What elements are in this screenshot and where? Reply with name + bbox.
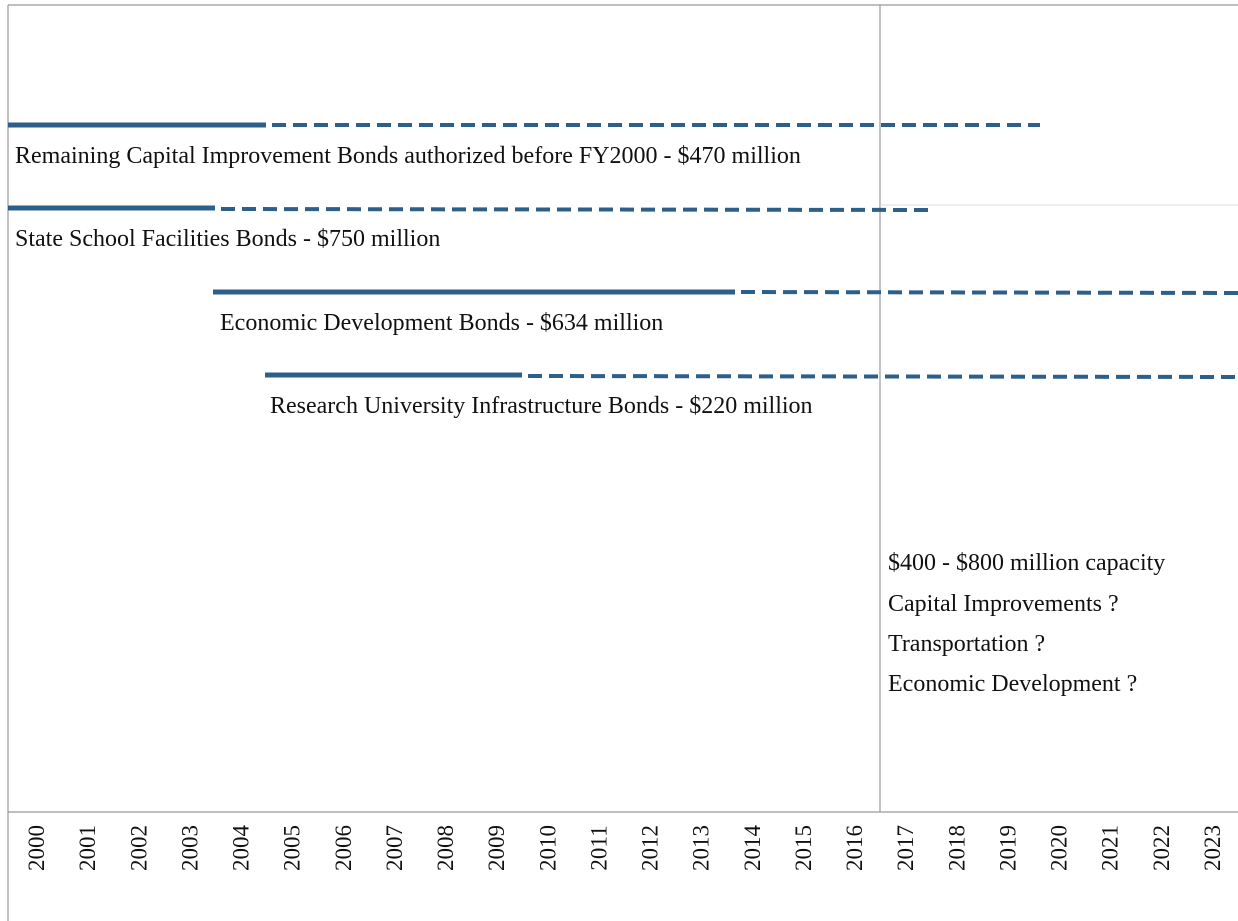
year-label: 2005 [280,825,305,871]
bond-label: Remaining Capital Improvement Bonds auth… [15,143,801,169]
year-label: 2021 [1098,825,1123,871]
year-label: 2014 [740,825,765,872]
year-label: 2007 [382,825,407,871]
year-label: 2009 [484,825,509,871]
bar-dashed [220,207,936,212]
year-label: 2006 [331,825,356,871]
capacity-text: Economic Development ? [888,671,1137,697]
capacity-text: Capital Improvements ? [888,591,1119,617]
bond-label: State School Facilities Bonds - $750 mil… [15,226,440,252]
year-label: 2011 [586,825,611,870]
year-label: 2010 [535,825,560,871]
year-label: 2015 [791,825,816,871]
bond-label: Research University Infrastructure Bonds… [270,393,813,419]
year-label: 2000 [24,825,49,871]
year-label: 2022 [1149,825,1174,871]
year-label: 2020 [1047,825,1072,871]
bar-dashed [527,374,1238,379]
year-label: 2008 [433,825,458,871]
year-label: 2012 [638,825,663,871]
bond-label: Economic Development Bonds - $634 millio… [220,310,663,336]
year-label: 2003 [177,825,202,871]
year-label: 2004 [229,825,254,872]
year-label: 2001 [75,825,100,871]
capacity-text: $400 - $800 million capacity [888,550,1165,576]
year-label: 2018 [944,825,969,871]
year-label: 2013 [689,825,714,871]
year-label: 2016 [842,825,867,871]
year-label: 2023 [1200,825,1225,871]
bar-dashed [740,290,1238,295]
year-label: 2002 [126,825,151,871]
year-label: 2019 [995,825,1020,871]
year-label: 2017 [893,825,918,871]
capacity-text: Transportation ? [888,631,1045,657]
